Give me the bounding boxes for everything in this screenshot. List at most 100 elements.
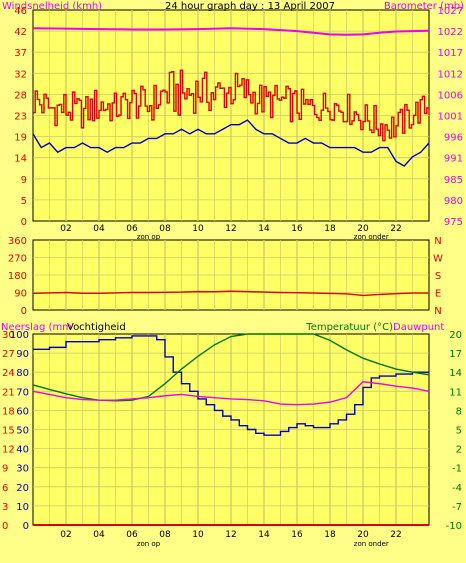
rain-tick-label: 6	[2, 483, 8, 494]
barometer-tick-label: 1012	[438, 69, 463, 80]
chart-title: 24 hour graph day : 13 April 2007	[165, 1, 335, 12]
rain-tick-label: 0	[2, 521, 8, 532]
temperature-tick-label: 11	[449, 387, 462, 398]
hour-tick-label: 08	[159, 530, 171, 540]
sun-event-label: zon onder	[354, 233, 389, 241]
windspeed-tick-label: 28	[14, 90, 27, 101]
windspeed-tick-label: 42	[14, 27, 27, 38]
windspeed-tick-label: 46	[14, 6, 27, 17]
barometer-tick-label: 991	[444, 154, 463, 165]
compass-tick-label: S	[435, 271, 441, 282]
compass-tick-label: N	[434, 236, 441, 247]
hour-tick-label: 10	[192, 530, 204, 540]
barometer-tick-label: 1001	[438, 112, 463, 123]
hour-tick-label: 20	[357, 530, 369, 540]
series-layer	[32, 27, 430, 526]
hour-tick-label: 16	[291, 224, 303, 234]
wind-panel-series-line	[32, 27, 430, 36]
grid-layer	[33, 10, 429, 525]
temperature-tick-label: 2	[456, 445, 462, 456]
barometer-tick-label: 1022	[438, 27, 463, 38]
rain-tick-label: 3	[2, 502, 8, 513]
barometer-tick-label: 1027	[438, 6, 463, 17]
temperature-tick-label: 5	[456, 426, 462, 437]
hour-tick-label: 06	[126, 530, 138, 540]
series-line-dauwpunt	[32, 381, 430, 406]
wind-panel-series-line	[32, 119, 430, 167]
barometer-tick-label: 996	[444, 133, 463, 144]
temperature-tick-label: -4	[452, 483, 462, 494]
tick-label-layer: 0591419232832374246975980985991996100110…	[2, 6, 463, 548]
hour-tick-label: 02	[60, 224, 71, 234]
barometer-tick-label: 985	[444, 175, 463, 186]
humidity-tick-label: 30	[16, 464, 29, 475]
rain-tick-label: 18	[2, 406, 15, 417]
wind-panel-series-line	[33, 69, 430, 142]
temperature-tick-label: 8	[456, 406, 462, 417]
hour-tick-label: 04	[93, 530, 105, 540]
hour-tick-label: 22	[390, 224, 401, 234]
temperature-axis-label: Temperatuur (°C)	[305, 322, 393, 333]
direction-degree-tick-label: 0	[21, 306, 27, 317]
windspeed-tick-label: 9	[21, 175, 27, 186]
direction-degree-tick-label: 360	[8, 236, 27, 247]
windspeed-tick-label: 32	[14, 69, 27, 80]
rain-tick-label: 15	[2, 426, 15, 437]
hour-tick-label: 10	[192, 224, 204, 234]
windspeed-tick-label: 0	[21, 217, 27, 228]
rain-tick-label: 24	[2, 368, 15, 379]
windspeed-tick-label: 14	[14, 154, 27, 165]
wind-direction-line	[32, 290, 429, 297]
direction-degree-tick-label: 90	[14, 289, 27, 300]
hour-tick-label: 18	[324, 530, 336, 540]
rain-axis-label: Neerslag (mm	[1, 322, 72, 333]
humidity-tick-label: 70	[16, 387, 29, 398]
hour-tick-label: 12	[225, 530, 236, 540]
windspeed-tick-label: 19	[14, 133, 27, 144]
hour-tick-label: 22	[390, 530, 401, 540]
humidity-tick-label: 90	[16, 349, 29, 360]
humidity-tick-label: 100	[10, 330, 29, 341]
rain-tick-label: 21	[2, 387, 15, 398]
temperature-tick-label: -10	[446, 521, 462, 532]
hour-tick-label: 02	[60, 530, 71, 540]
dewpoint-axis-label: Dauwpunt	[393, 322, 444, 333]
humidity-tick-label: 0	[23, 521, 29, 532]
humidity-tick-label: 10	[16, 502, 29, 513]
humidity-tick-label: 60	[16, 406, 29, 417]
barometer-tick-label: 1006	[438, 90, 463, 101]
temperature-tick-label: -1	[452, 464, 462, 475]
humidity-tick-label: 50	[16, 426, 29, 437]
sun-event-label: zon op	[137, 540, 161, 548]
humidity-tick-label: 80	[16, 368, 29, 379]
hour-tick-label: 12	[225, 224, 236, 234]
hour-tick-label: 18	[324, 224, 336, 234]
windspeed-axis-label: Windsnelheid (kmh)	[2, 1, 102, 12]
direction-degree-tick-label: 180	[8, 271, 27, 282]
temperature-tick-label: 20	[449, 330, 462, 341]
hour-tick-label: 16	[291, 530, 303, 540]
hour-tick-label: 04	[93, 224, 105, 234]
windspeed-tick-label: 37	[14, 48, 27, 59]
compass-tick-label: E	[435, 289, 441, 300]
hour-tick-label: 14	[258, 530, 270, 540]
rain-tick-label: 27	[2, 349, 15, 360]
barometer-axis-label: Barometer (mb)	[384, 1, 464, 12]
direction-degree-tick-label: 270	[8, 254, 27, 265]
humidity-axis-label: Vochtigheid	[67, 322, 126, 333]
compass-tick-label: N	[434, 306, 441, 317]
compass-tick-label: W	[433, 254, 443, 265]
rain-tick-label: 30	[2, 330, 15, 341]
humidity-tick-label: 40	[16, 445, 29, 456]
hour-tick-label: 06	[126, 224, 138, 234]
rain-tick-label: 12	[2, 445, 15, 456]
temperature-tick-label: -7	[452, 502, 462, 513]
temperature-tick-label: 17	[449, 349, 462, 360]
sun-event-label: zon op	[137, 233, 161, 241]
humidity-tick-label: 20	[16, 483, 29, 494]
windspeed-tick-label: 5	[21, 196, 27, 207]
barometer-tick-label: 975	[444, 217, 463, 228]
barometer-tick-label: 980	[444, 196, 463, 207]
